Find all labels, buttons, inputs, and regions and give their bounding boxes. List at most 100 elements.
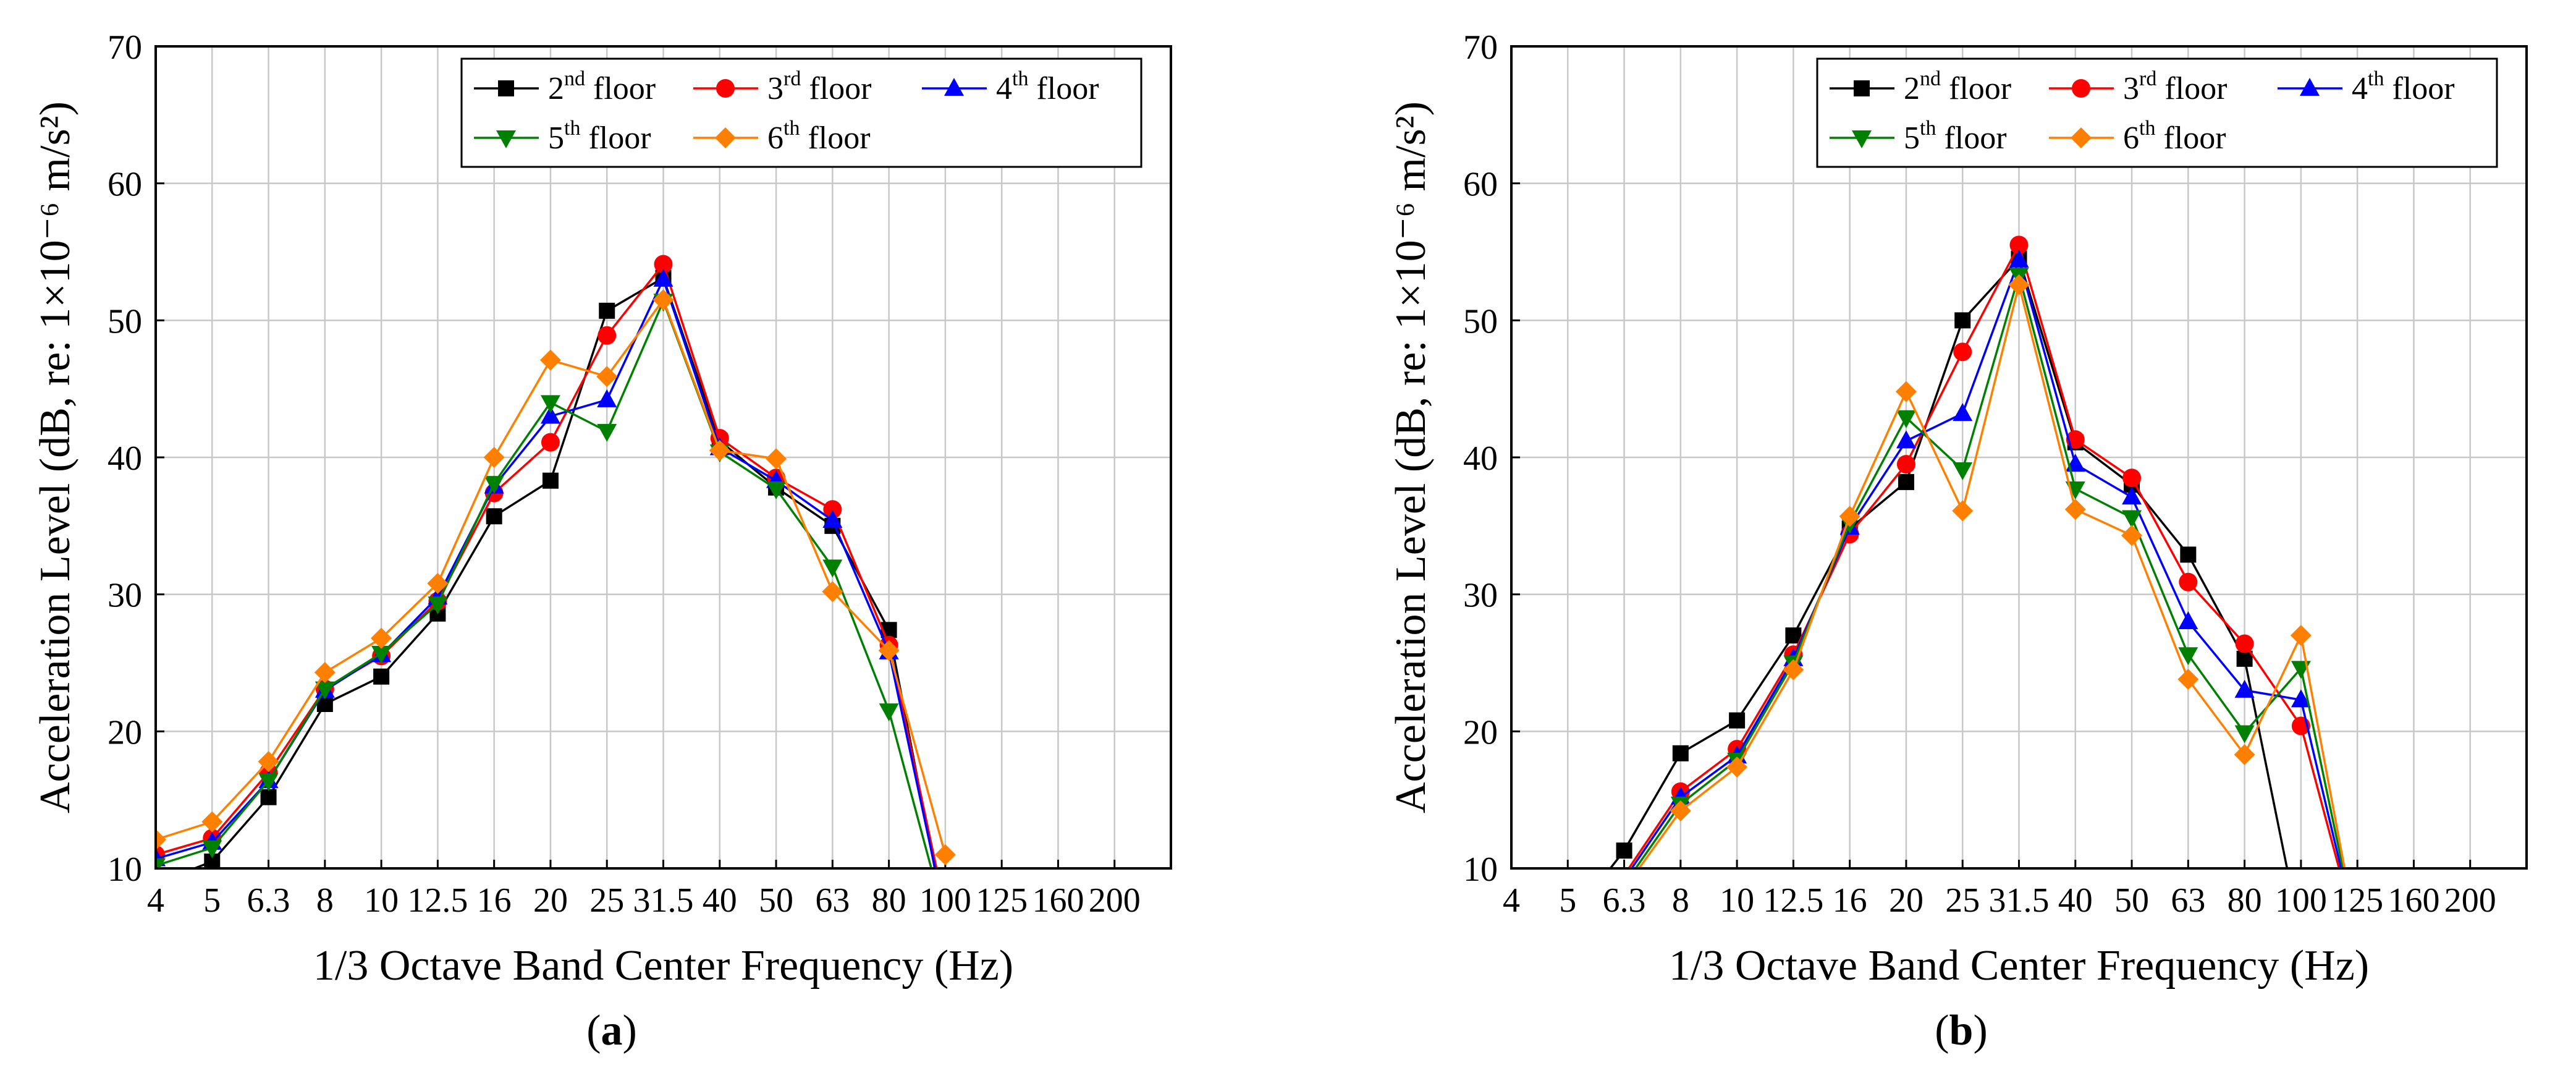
series-4th-floor-point — [2009, 249, 2029, 268]
y-tick-label: 70 — [108, 28, 142, 67]
y-tick-label: 20 — [108, 713, 142, 752]
legend-label-num: 2 — [1904, 71, 1920, 106]
legend-label-num: 6 — [767, 121, 783, 156]
series-5th-floor-point — [597, 423, 617, 442]
legend-label-num: 4 — [2352, 71, 2368, 106]
series-3rd-floor-point — [2235, 634, 2254, 653]
series-3rd-floor-point — [2009, 235, 2029, 255]
series-6th-floor-point — [201, 811, 223, 833]
series-4th-floor-point — [2178, 611, 2198, 629]
legend-label: 3rd floor — [2123, 67, 2227, 106]
x-tick-label: 31.5 — [1989, 881, 2050, 920]
legend-label-tail: floor — [800, 121, 870, 156]
legend-marker — [2071, 127, 2092, 148]
series-4th-floor-point — [2291, 689, 2311, 708]
panel-caption: (b) — [1935, 1007, 1988, 1054]
x-tick-label: 40 — [703, 881, 737, 920]
y-tick-label: 50 — [108, 302, 142, 341]
legend-label-sup: th — [2139, 117, 2155, 140]
x-tick-label: 25 — [589, 881, 624, 920]
legend-marker — [1854, 80, 1870, 96]
series-5th-floor-point — [156, 858, 166, 868]
legend-label-num: 3 — [2123, 71, 2139, 106]
series-4th-floor-point — [2122, 486, 2142, 505]
legend-label: 5th floor — [548, 117, 651, 156]
series-6th-floor-point — [822, 581, 843, 603]
y-tick-label: 60 — [108, 166, 142, 204]
series-6th-floor-point — [2064, 499, 2086, 520]
series-3rd-floor-point — [2122, 468, 2142, 488]
series-6th-floor-point — [483, 447, 505, 468]
x-tick-label: 25 — [1945, 881, 1980, 920]
legend-label: 6th floor — [2123, 117, 2226, 156]
series-5th-floor-point — [428, 596, 448, 615]
series-5th-floor-point — [371, 645, 392, 664]
series-5th-floor-point — [822, 559, 843, 578]
x-tick-label: 5 — [1559, 881, 1576, 920]
series-4th-floor-point — [597, 389, 617, 407]
series-2nd-floor-point — [542, 472, 559, 489]
series-6th-floor-point — [1952, 500, 1974, 522]
series-4th-floor-point — [1953, 403, 1973, 422]
series-6th-floor-point — [427, 572, 449, 594]
caption-open-paren: ( — [586, 1007, 601, 1054]
series-5th-floor-point — [540, 395, 560, 413]
legend-label-tail: floor — [2384, 71, 2454, 106]
series-2nd-floor-point — [260, 789, 277, 805]
legend-box — [460, 57, 1142, 168]
legend-label-tail: floor — [801, 71, 871, 106]
x-tick-label: 8 — [1672, 881, 1689, 920]
legend-label-tail: floor — [1936, 121, 2006, 156]
legend-marker — [2300, 78, 2320, 96]
x-tick-label: 12.5 — [407, 881, 468, 920]
x-tick-label: 6.3 — [1603, 881, 1646, 920]
series-5th-floor-point — [258, 773, 279, 792]
legend-marker — [716, 79, 735, 98]
series-6th-floor-point — [539, 349, 561, 371]
legend-label-num: 6 — [2123, 121, 2139, 156]
series-6th-floor-point — [1726, 756, 1748, 778]
legend-label: 3rd floor — [767, 67, 871, 106]
y-tick-label: 70 — [1463, 28, 1498, 67]
x-tick-label: 100 — [2275, 881, 2327, 920]
panel-a-data — [156, 255, 956, 868]
series-6th-floor-point — [2008, 274, 2030, 295]
series-6th-floor-point — [596, 366, 618, 388]
series-5th-floor-point — [2122, 510, 2142, 528]
legend-label: 5th floor — [1904, 117, 2007, 156]
x-tick-label: 63 — [815, 881, 850, 920]
panel-b-frame — [1510, 45, 2528, 870]
x-tick-label: 4 — [147, 881, 164, 920]
x-tick-label: 80 — [2228, 881, 2262, 920]
x-tick-label: 16 — [477, 881, 512, 920]
panel-b-data — [1608, 235, 2346, 868]
series-6th-floor-point — [2234, 744, 2255, 766]
series-4th-floor-point — [1896, 430, 1916, 449]
series-3rd-floor-point — [1896, 455, 1915, 474]
x-tick-label: 160 — [2388, 881, 2439, 920]
x-axis-label: 1/3 Octave Band Center Frequency (Hz) — [1669, 942, 2369, 990]
legend-label-sup: rd — [783, 67, 801, 90]
x-tick-label: 80 — [872, 881, 906, 920]
series-2nd-floor-point — [1616, 842, 1632, 859]
caption-close-paren: ) — [623, 1007, 637, 1054]
series-3rd-floor-point — [654, 255, 673, 274]
legend-label-sup: th — [1920, 117, 1936, 140]
series-4th-floor-point — [822, 509, 843, 528]
series-5th-floor-point — [766, 481, 787, 499]
series-6th-floor-point — [1895, 381, 1917, 402]
y-axis-label: Acceleration Level (dB, re: 1×10⁻⁶ m/s²) — [32, 101, 79, 813]
series-5th-floor-point — [1953, 462, 1973, 480]
series-4th-floor-point — [540, 405, 560, 424]
series-2nd-floor-point — [1672, 745, 1689, 761]
series-5th-floor-point — [202, 840, 222, 858]
series-6th-floor-point — [1670, 800, 1691, 821]
series-6th-floor-point — [258, 751, 279, 773]
series-2nd-floor-point — [1954, 312, 1971, 329]
legend-label-num: 2 — [548, 71, 564, 106]
legend-marker — [498, 80, 514, 96]
series-5th-floor-point — [1896, 410, 1916, 428]
